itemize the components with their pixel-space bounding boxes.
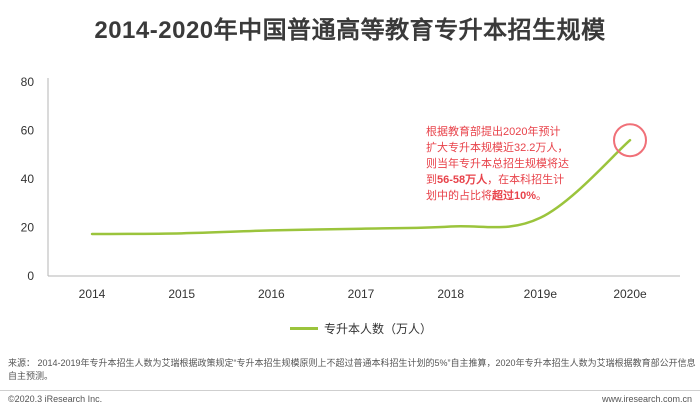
x-axis: 2014 2015 2016 2017 2018 2019e 2020e	[48, 276, 680, 301]
source-note: 来源： 2014-2019年专升本招生人数为艾瑞根据政策规定“专升本招生规模原则…	[8, 357, 698, 383]
y-tick-label: 40	[21, 172, 35, 186]
annotation-text: 。	[536, 190, 547, 202]
annotation-text: ，在本科招生计	[487, 174, 564, 186]
y-tick-label: 60	[21, 124, 35, 138]
legend-line-swatch	[290, 327, 318, 330]
annotation-line-4: 到56-58万人，在本科招生计	[426, 172, 586, 188]
x-tick-label: 2020e	[613, 287, 647, 301]
x-tick-label: 2018	[437, 287, 464, 301]
x-tick-label: 2015	[168, 287, 195, 301]
y-tick-label: 80	[21, 75, 35, 89]
x-tick-label: 2014	[79, 287, 106, 301]
annotation-text: 到	[426, 174, 437, 186]
y-tick-label: 0	[27, 269, 34, 283]
annotation-line-1: 根据教育部提出2020年预计	[426, 124, 586, 140]
y-axis: 0 20 40 60 80	[21, 75, 48, 283]
copyright: ©2020.3 iResearch Inc.	[8, 394, 102, 404]
x-tick-label: 2019e	[524, 287, 558, 301]
annotation-line-5: 划中的占比将超过10%。	[426, 188, 586, 204]
annotation-line-2: 扩大专升本规模近32.2万人，	[426, 140, 586, 156]
annotation-highlight: 超过10%	[492, 190, 536, 202]
footer-bar: ©2020.3 iResearch Inc. www.iresearch.com…	[0, 390, 700, 409]
annotation-line-3: 则当年专升本总招生规模将达	[426, 156, 586, 172]
x-tick-label: 2016	[258, 287, 285, 301]
annotation-highlight: 56-58万人	[437, 174, 487, 186]
website-link[interactable]: www.iresearch.com.cn	[602, 394, 692, 404]
y-tick-label: 20	[21, 221, 35, 235]
annotation-text: 划中的占比将	[426, 190, 492, 202]
chart-legend: 专升本人数（万人）	[290, 320, 432, 337]
x-tick-label: 2017	[348, 287, 375, 301]
chart-annotation: 根据教育部提出2020年预计 扩大专升本规模近32.2万人， 则当年专升本总招生…	[426, 124, 586, 204]
legend-label: 专升本人数（万人）	[324, 320, 432, 337]
